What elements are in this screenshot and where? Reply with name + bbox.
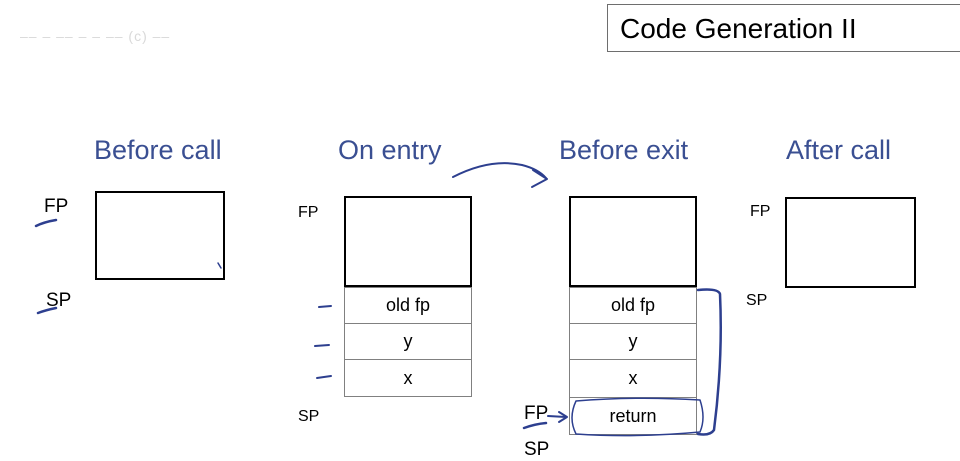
after-call-frame — [785, 197, 916, 288]
transition-arrow — [452, 162, 547, 179]
before-exit-cell-return: return — [569, 397, 697, 435]
on-entry-cell-old-fp: old fp — [344, 287, 472, 323]
before-exit-cell-x: x — [569, 359, 697, 397]
after-call-title: After call — [786, 135, 892, 165]
before-call-sp-label: SP — [46, 290, 72, 311]
on-entry-frame — [344, 196, 472, 287]
y-tick-mark — [314, 344, 330, 347]
fp-pointer-arrow — [547, 415, 567, 418]
on-entry-cell-x: x — [344, 359, 472, 397]
activation-record-bracket — [696, 288, 722, 436]
x-tick-mark — [316, 375, 332, 379]
before-exit-cell-old-fp: old fp — [569, 287, 697, 323]
on-entry-cell-y: y — [344, 323, 472, 359]
on-entry-title: On entry — [338, 135, 442, 165]
before-exit-frame — [569, 196, 697, 287]
after-call-sp-label: SP — [746, 292, 768, 309]
fp-underline-mark — [34, 218, 58, 228]
before-exit-cell-y: y — [569, 323, 697, 359]
slide-title: Code Generation II — [607, 4, 960, 52]
before-call-frame — [95, 191, 225, 280]
before-exit-title: Before exit — [559, 135, 689, 165]
before-exit-sp-label: SP — [524, 439, 550, 460]
fp-pointer-arrowhead — [558, 411, 568, 423]
on-entry-fp-label: FP — [298, 204, 319, 221]
before-call-title: Before call — [94, 135, 222, 165]
after-call-fp-label: FP — [750, 203, 771, 220]
watermark: –– – –– – – –– (c) –– — [20, 28, 171, 44]
before-exit-fp-label: FP — [524, 403, 549, 424]
transition-arrowhead — [531, 169, 548, 188]
on-entry-sp-label: SP — [298, 408, 320, 425]
old-fp-tick-mark — [318, 305, 332, 308]
before-call-fp-label: FP — [44, 196, 69, 217]
